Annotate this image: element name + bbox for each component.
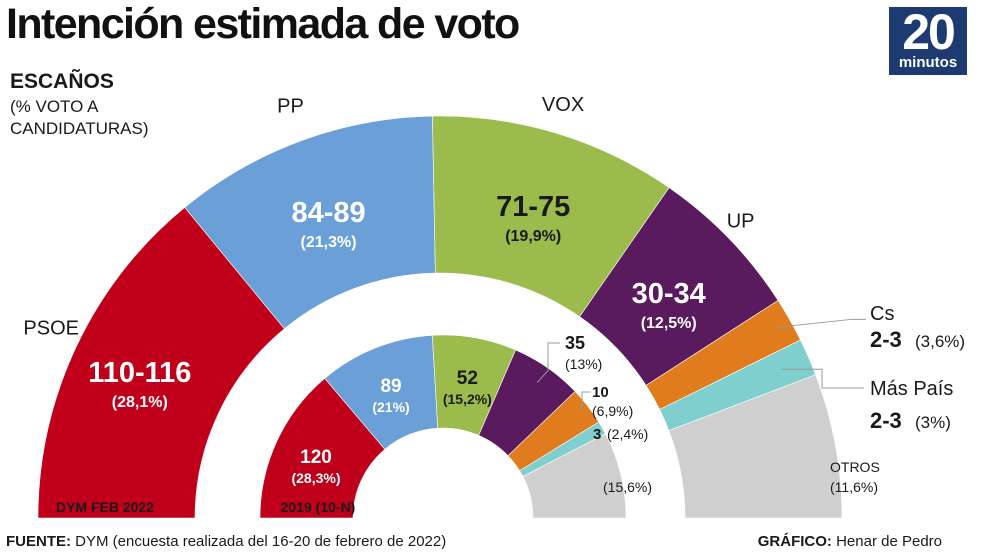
logo-text: minutos — [898, 54, 958, 71]
logo-number: 20 — [902, 4, 956, 60]
outer-seats-up: 30-34 — [632, 278, 706, 310]
outer-seats-mas-pais: 2-3 — [870, 408, 902, 433]
page-title: Intención estimada de voto — [6, 0, 520, 48]
party-name-otros: OTROS — [830, 459, 880, 475]
inner-percent-mas-pais: (2,4%) — [607, 426, 648, 442]
footer-credit: GRÁFICO: Henar de Pedro — [758, 533, 942, 550]
legend-title: ESCAÑOS — [10, 70, 114, 93]
outer-percent-cs: (3,6%) — [915, 332, 965, 351]
mas-pais-leader-line — [780, 368, 864, 389]
credit-label: GRÁFICO: — [757, 533, 832, 550]
outer-chart-label: DYM FEB 2022 — [56, 499, 154, 515]
inner-chart-label: 2019 (10-N) — [281, 499, 356, 515]
footer-source: FUENTE: DYM (encuesta realizada del 16-2… — [6, 533, 446, 550]
party-name-pp: PP — [277, 96, 304, 118]
inner-seats-cs: 10 — [592, 384, 609, 401]
inner-up-leader-line — [536, 342, 560, 383]
legend-subtitle: (% VOTO A CANDIDATURAS) — [10, 97, 149, 138]
party-name-vox: VOX — [542, 94, 584, 116]
outer-percent-otros: (11,6%) — [830, 479, 878, 495]
outer-percent-psoe: (28,1%) — [112, 394, 168, 411]
brand-logo: 20 minutos — [889, 7, 967, 75]
inner-slice-otros — [522, 433, 627, 519]
cs-leader-line — [776, 318, 866, 328]
outer-percent-up: (12,5%) — [641, 315, 697, 332]
source-label: FUENTE: — [6, 533, 71, 550]
inner-percent-psoe: (28,3%) — [291, 470, 340, 486]
outer-slice-otros — [668, 374, 843, 519]
inner-hemicycle — [259, 334, 627, 519]
inner-cs-leader-line — [581, 391, 590, 412]
inner-slice-psoe — [259, 377, 386, 519]
inner-seats-pp: 89 — [380, 376, 401, 397]
source-text: DYM (encuesta realizada del 16-20 de feb… — [75, 533, 447, 550]
party-name-cs: Cs — [870, 303, 894, 325]
inner-percent-vox: (15,2%) — [443, 391, 492, 407]
outer-slice-psoe — [37, 207, 285, 519]
inner-seats-vox: 52 — [457, 368, 478, 389]
party-name-mas-pais: Más País — [870, 378, 953, 400]
credit-text: Henar de Pedro — [836, 533, 942, 550]
outer-seats-psoe: 110-116 — [88, 357, 191, 389]
party-name-up: UP — [727, 211, 755, 233]
inner-percent-otros: (15,6%) — [603, 479, 652, 495]
outer-hemicycle — [37, 115, 843, 519]
outer-seats-vox: 71-75 — [496, 191, 570, 223]
outer-percent-mas-pais: (3%) — [915, 413, 951, 432]
outer-percent-pp: (21,3%) — [301, 234, 357, 251]
inner-seats-psoe: 120 — [300, 447, 332, 468]
outer-seats-pp: 84-89 — [291, 197, 365, 229]
inner-percent-up: (13%) — [565, 356, 602, 372]
hemicycle-chart: 110-116 (28,1%) 84-89 (21,3%) 71-75 (19,9%) 30… — [23, 94, 965, 519]
party-name-psoe: PSOE — [23, 317, 79, 339]
inner-percent-cs: (6,9%) — [592, 403, 633, 419]
inner-seats-mas-pais: 3 — [593, 426, 601, 443]
inner-percent-pp: (21%) — [372, 399, 409, 415]
inner-seats-up: 35 — [565, 333, 585, 353]
chart-labels: 110-116 (28,1%) 84-89 (21,3%) 71-75 (19,9%) 30… — [23, 94, 965, 515]
outer-percent-vox: (19,9%) — [505, 228, 561, 245]
outer-seats-cs: 2-3 — [870, 327, 902, 352]
